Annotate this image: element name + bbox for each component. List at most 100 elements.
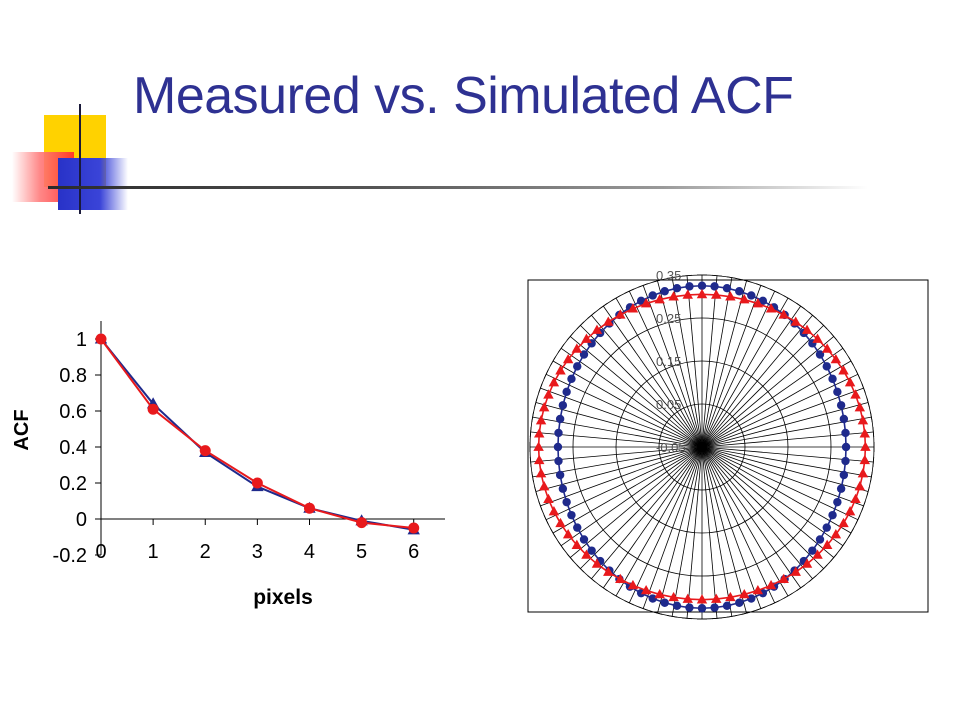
y-axis-label: ACF (11, 409, 33, 450)
radar-point-triangle (591, 558, 603, 568)
radar-point-circle (697, 281, 707, 290)
radar-spoke (591, 446, 703, 580)
radar-point-triangle (725, 291, 736, 301)
radar-point-triangle (654, 588, 665, 599)
radar-spoke-tick (576, 564, 585, 573)
radar-spoke (569, 336, 703, 448)
radar-point-triangle (752, 298, 764, 308)
radar-point-circle (558, 484, 568, 493)
data-point-circle (95, 333, 107, 345)
radar-spoke (701, 314, 813, 448)
radar-spoke (701, 446, 776, 604)
radar-point-circle (573, 362, 582, 371)
data-point-circle (356, 517, 368, 529)
radar-spoke-tick (861, 383, 866, 394)
radar-point-triangle (857, 468, 869, 478)
radar-point-circle (660, 287, 669, 296)
radar-spoke-tick (808, 575, 817, 583)
y-tick-label: 0.8 (59, 365, 87, 387)
radar-spoke (701, 446, 762, 609)
radar-spoke (701, 446, 747, 614)
radar-point-circle (554, 456, 563, 466)
radar-spoke-tick (531, 471, 534, 482)
radar-point-circle (672, 601, 682, 611)
radar-spoke-tick (796, 584, 805, 592)
radar-point-circle (836, 401, 846, 410)
radar-spoke-tick (566, 332, 574, 341)
radar-point-triangle (535, 414, 547, 425)
radar-spoke-tick (796, 302, 805, 310)
slide-title: Measured vs. Simulated ACF (133, 67, 794, 125)
radar-spoke (545, 373, 703, 448)
radar-spoke-tick (557, 344, 565, 353)
radar-point-triangle (668, 591, 679, 602)
radar-spoke (701, 446, 718, 619)
radar-spoke (686, 446, 703, 619)
radar-point-circle (685, 282, 694, 291)
radar-point-circle (553, 442, 563, 452)
radar-point-triangle (581, 549, 592, 559)
radar-point-triangle (533, 428, 545, 438)
data-point-circle (147, 403, 159, 415)
radar-spoke-tick (538, 383, 543, 394)
radar-spoke (701, 305, 801, 448)
radar-spoke (615, 297, 703, 448)
x-tick-label: 2 (200, 541, 211, 563)
radar-point-circle (710, 282, 719, 291)
acf-series (94, 332, 420, 535)
radar-spoke-tick (741, 279, 752, 283)
radar-point-circle (710, 603, 719, 612)
radar-point-triangle (838, 365, 849, 375)
radar-point-circle (722, 283, 732, 293)
radar-point-circle (562, 497, 571, 507)
x-tick-label: 0 (95, 541, 106, 563)
radar-spoke-tick (755, 283, 766, 288)
radar-spoke-tick (550, 528, 556, 538)
radar-spoke (560, 446, 703, 546)
radar-point-triangle (790, 566, 801, 576)
radar-spoke-tick (587, 311, 596, 319)
radar-spoke-tick (848, 528, 854, 538)
radar-spoke-tick (855, 514, 861, 525)
radar-spoke-tick (819, 321, 828, 330)
radar-spoke-tick (624, 600, 635, 606)
radar-spoke (540, 387, 703, 448)
radar-tick-label: 0.35 (656, 268, 681, 283)
radar-spoke-tick (839, 344, 847, 353)
radar-point-triangle (830, 353, 842, 364)
radar-point-circle (758, 296, 768, 306)
radar-spoke (701, 373, 859, 448)
radar-spoke-tick (870, 412, 873, 423)
radar-spoke-tick (534, 397, 538, 408)
radar-point-triangle (778, 309, 789, 319)
x-tick-label: 3 (252, 541, 263, 563)
radar-spoke (628, 446, 703, 604)
x-tick-label: 1 (148, 541, 159, 563)
radar-spoke (701, 446, 869, 492)
radar-point-triangle (696, 288, 708, 299)
radar-spoke (535, 446, 703, 492)
x-tick-label: 5 (356, 541, 367, 563)
radar-point-triangle (850, 389, 861, 399)
radar-spoke-tick (783, 295, 793, 301)
radar-spoke (671, 446, 703, 617)
radar-point-circle (841, 442, 851, 452)
radar-point-circle (722, 601, 732, 611)
radar-spoke (671, 277, 703, 448)
radar-spoke-tick (534, 486, 538, 497)
radar-point-triangle (752, 584, 764, 595)
radar-spoke (701, 446, 852, 534)
radar-point-triangle (830, 529, 842, 539)
radar-point-circle (579, 350, 589, 359)
radar-point-circle (672, 283, 682, 293)
radar-point-triangle (765, 579, 777, 590)
radar-spoke-tick (870, 471, 873, 482)
radar-point-triangle (696, 594, 708, 604)
x-axis-label: pixels (253, 586, 313, 609)
deco-vertical-line (79, 104, 81, 214)
x-tick-label: 6 (408, 541, 419, 563)
radar-point-triangle (854, 481, 866, 491)
radar-spoke (701, 446, 733, 617)
